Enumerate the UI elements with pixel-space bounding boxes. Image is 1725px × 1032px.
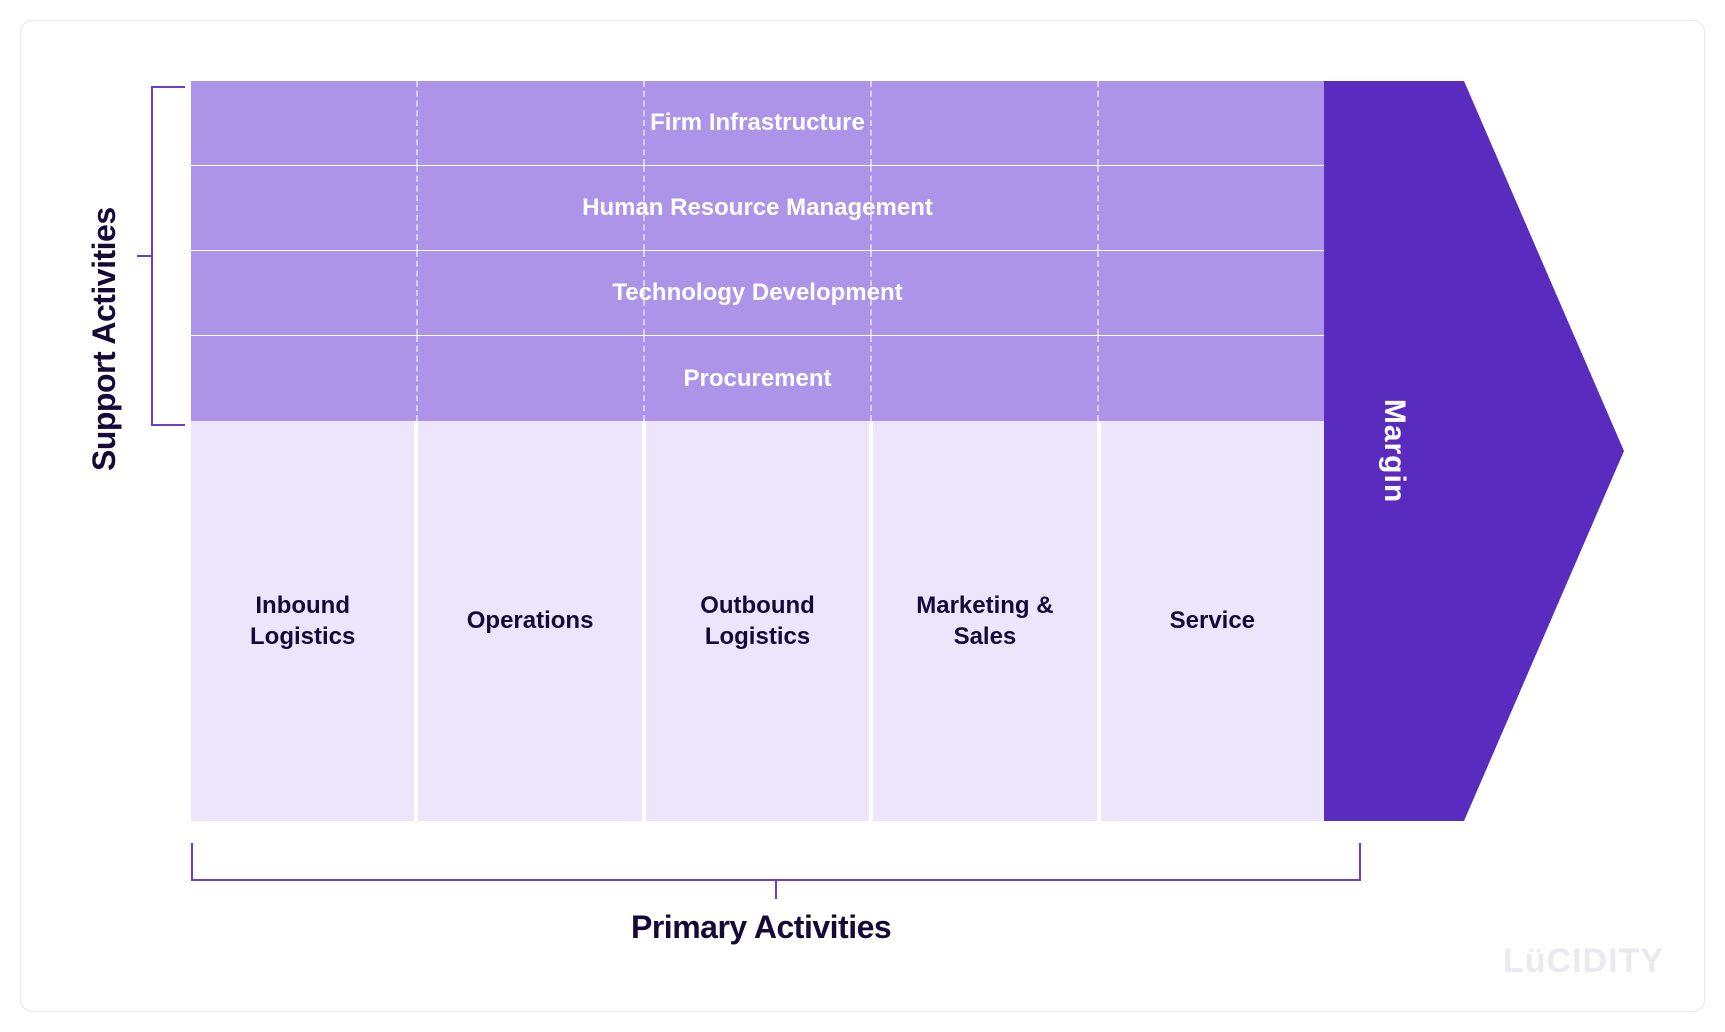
primary-cell-label: Operations bbox=[467, 605, 594, 636]
support-row-label: Firm Infrastructure bbox=[650, 109, 865, 137]
margin-arrow: Margin bbox=[1324, 81, 1624, 821]
primary-cell-inbound-logistics: Inbound Logistics bbox=[191, 421, 418, 821]
primary-activities-block: Inbound Logistics Operations Outbound Lo… bbox=[191, 421, 1324, 821]
support-row-label: Human Resource Management bbox=[582, 194, 933, 222]
primary-bracket bbox=[191, 843, 1361, 881]
support-axis-text: Support Activities bbox=[86, 207, 122, 471]
margin-label: Margin bbox=[1377, 399, 1411, 503]
primary-cell-marketing-sales: Marketing & Sales bbox=[873, 421, 1100, 821]
primary-axis-text: Primary Activities bbox=[631, 909, 891, 945]
support-bracket-tick bbox=[137, 255, 151, 257]
primary-cell-label: Inbound Logistics bbox=[209, 590, 396, 652]
primary-cell-service: Service bbox=[1101, 421, 1324, 821]
activities-block: Firm Infrastructure Human Resource Manag… bbox=[191, 81, 1324, 821]
primary-cell-operations: Operations bbox=[418, 421, 645, 821]
support-row-technology-development: Technology Development bbox=[191, 251, 1324, 336]
margin-arrow-body: Margin bbox=[1324, 81, 1464, 821]
primary-activities-axis-label: Primary Activities bbox=[631, 909, 891, 946]
support-row-procurement: Procurement bbox=[191, 336, 1324, 421]
primary-cell-outbound-logistics: Outbound Logistics bbox=[646, 421, 873, 821]
support-row-label: Technology Development bbox=[612, 279, 902, 307]
support-activities-block: Firm Infrastructure Human Resource Manag… bbox=[191, 81, 1324, 421]
primary-cell-label: Service bbox=[1170, 605, 1255, 636]
support-row-hr-management: Human Resource Management bbox=[191, 166, 1324, 251]
diagram-card: Support Activities Firm Infrastructure H… bbox=[20, 20, 1705, 1012]
support-activities-axis-label: Support Activities bbox=[86, 207, 123, 471]
watermark-text: LüCIDITY bbox=[1503, 942, 1664, 980]
primary-cell-label: Marketing & Sales bbox=[891, 590, 1078, 652]
primary-bracket-tick bbox=[775, 881, 777, 899]
margin-arrow-head bbox=[1464, 81, 1624, 821]
support-row-label: Procurement bbox=[683, 365, 831, 393]
watermark-logo: LüCIDITY bbox=[1503, 942, 1664, 981]
value-chain-diagram: Firm Infrastructure Human Resource Manag… bbox=[191, 81, 1624, 821]
primary-cell-label: Outbound Logistics bbox=[664, 590, 851, 652]
support-row-firm-infrastructure: Firm Infrastructure bbox=[191, 81, 1324, 166]
support-bracket bbox=[151, 86, 185, 426]
